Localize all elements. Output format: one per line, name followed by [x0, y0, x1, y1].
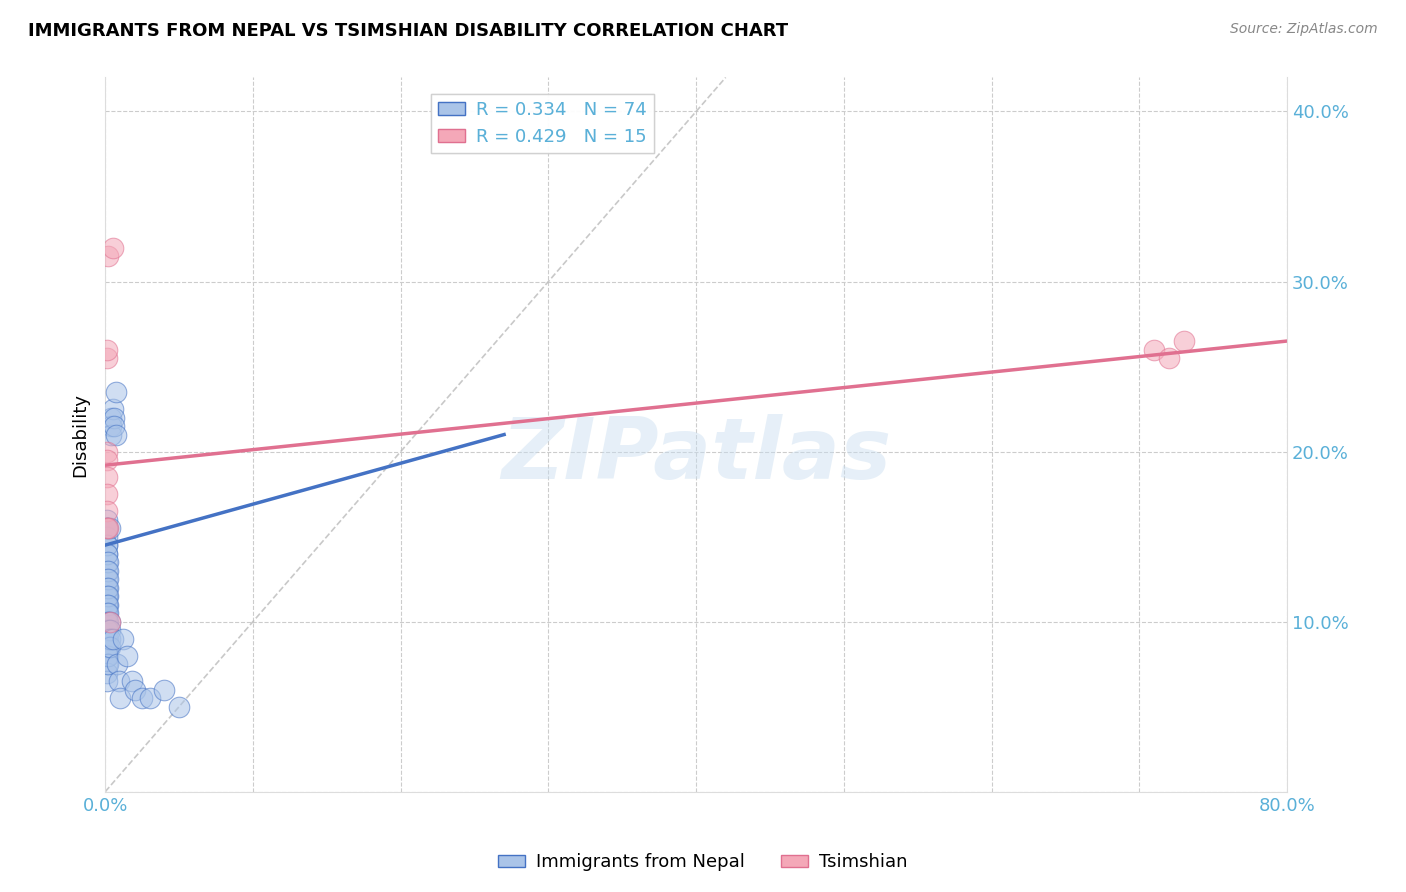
Point [96, 615, 118, 629]
Point [96, 521, 118, 535]
Point [138, 691, 160, 706]
Point [96, 581, 118, 595]
Point [96, 674, 118, 689]
Point [98, 615, 121, 629]
Point [1157, 351, 1180, 365]
Point [96, 572, 118, 586]
Point [96, 589, 118, 603]
Point [96, 547, 118, 561]
Point [96, 521, 118, 535]
Point [96, 589, 118, 603]
Point [1173, 334, 1195, 348]
Point [97, 623, 120, 637]
Point [96, 538, 118, 552]
Point [105, 657, 128, 672]
Point [96, 470, 118, 484]
Point [97, 249, 120, 263]
Point [98, 615, 121, 629]
Legend: Immigrants from Nepal, Tsimshian: Immigrants from Nepal, Tsimshian [491, 847, 915, 879]
Point [107, 674, 129, 689]
Point [96, 632, 118, 646]
Point [100, 427, 122, 442]
Point [103, 410, 125, 425]
Point [100, 419, 122, 434]
Point [96, 564, 118, 578]
Point [96, 504, 118, 518]
Y-axis label: Disability: Disability [72, 392, 89, 476]
Point [96, 538, 118, 552]
Point [97, 572, 120, 586]
Point [96, 598, 118, 612]
Point [108, 691, 131, 706]
Point [96, 640, 118, 655]
Point [100, 410, 122, 425]
Point [96, 606, 118, 620]
Point [98, 521, 121, 535]
Point [103, 419, 125, 434]
Point [97, 581, 120, 595]
Point [96, 444, 118, 458]
Point [96, 530, 118, 544]
Point [97, 657, 120, 672]
Point [96, 453, 118, 467]
Point [96, 547, 118, 561]
Point [96, 648, 118, 663]
Point [97, 632, 120, 646]
Point [96, 598, 118, 612]
Point [96, 513, 118, 527]
Point [96, 521, 118, 535]
Point [131, 691, 153, 706]
Point [96, 623, 118, 637]
Point [101, 632, 124, 646]
Point [96, 343, 118, 357]
Point [96, 623, 118, 637]
Point [96, 589, 118, 603]
Point [96, 657, 118, 672]
Point [1143, 343, 1166, 357]
Point [104, 385, 127, 400]
Point [96, 598, 118, 612]
Point [96, 606, 118, 620]
Point [97, 615, 120, 629]
Point [98, 623, 121, 637]
Point [96, 640, 118, 655]
Point [101, 240, 124, 254]
Point [96, 351, 118, 365]
Point [96, 632, 118, 646]
Point [111, 632, 134, 646]
Point [96, 615, 118, 629]
Text: Source: ZipAtlas.com: Source: ZipAtlas.com [1230, 22, 1378, 37]
Point [124, 682, 146, 697]
Point [97, 555, 120, 569]
Point [104, 427, 127, 442]
Point [97, 564, 120, 578]
Point [97, 589, 120, 603]
Point [121, 674, 143, 689]
Point [153, 682, 176, 697]
Point [98, 632, 121, 646]
Point [97, 521, 120, 535]
Point [97, 598, 120, 612]
Point [96, 487, 118, 501]
Point [98, 640, 121, 655]
Point [97, 640, 120, 655]
Point [97, 606, 120, 620]
Point [101, 402, 124, 417]
Point [97, 648, 120, 663]
Point [117, 648, 139, 663]
Point [96, 555, 118, 569]
Point [96, 615, 118, 629]
Text: ZIPatlas: ZIPatlas [501, 415, 891, 498]
Point [96, 581, 118, 595]
Point [96, 521, 118, 535]
Point [167, 699, 190, 714]
Text: IMMIGRANTS FROM NEPAL VS TSIMSHIAN DISABILITY CORRELATION CHART: IMMIGRANTS FROM NEPAL VS TSIMSHIAN DISAB… [28, 22, 789, 40]
Point [96, 665, 118, 680]
Legend: R = 0.334   N = 74, R = 0.429   N = 15: R = 0.334 N = 74, R = 0.429 N = 15 [432, 94, 654, 153]
Point [96, 521, 118, 535]
